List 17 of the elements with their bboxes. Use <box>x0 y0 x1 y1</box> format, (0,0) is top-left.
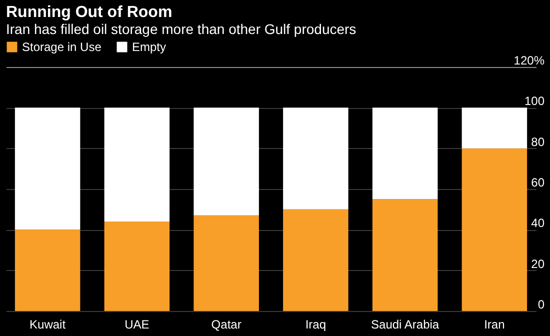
chart-title: Running Out of Room <box>6 4 172 21</box>
legend-label: Empty <box>132 40 166 54</box>
legend-label: Storage in Use <box>22 40 102 54</box>
y-tick-label: 60 <box>531 176 545 190</box>
x-tick-label: Iran <box>484 318 505 332</box>
y-tick-label: 120% <box>514 54 545 68</box>
chart-subtitle: Iran has filled oil storage more than other Gulf producers <box>6 21 356 37</box>
x-tick-label: UAE <box>124 318 150 332</box>
y-tick-label: 0 <box>538 298 545 312</box>
x-tick-label: Iraq <box>305 318 326 332</box>
x-tick-label: Saudi Arabia <box>371 318 440 332</box>
y-tick-label: 40 <box>531 216 545 230</box>
y-tick-label: 80 <box>531 134 545 149</box>
y-tick-label: 20 <box>531 256 545 271</box>
x-tick-label: Qatar <box>211 318 242 332</box>
y-tick-label: 100 <box>524 94 545 108</box>
x-tick-label: Kuwait <box>30 318 66 332</box>
